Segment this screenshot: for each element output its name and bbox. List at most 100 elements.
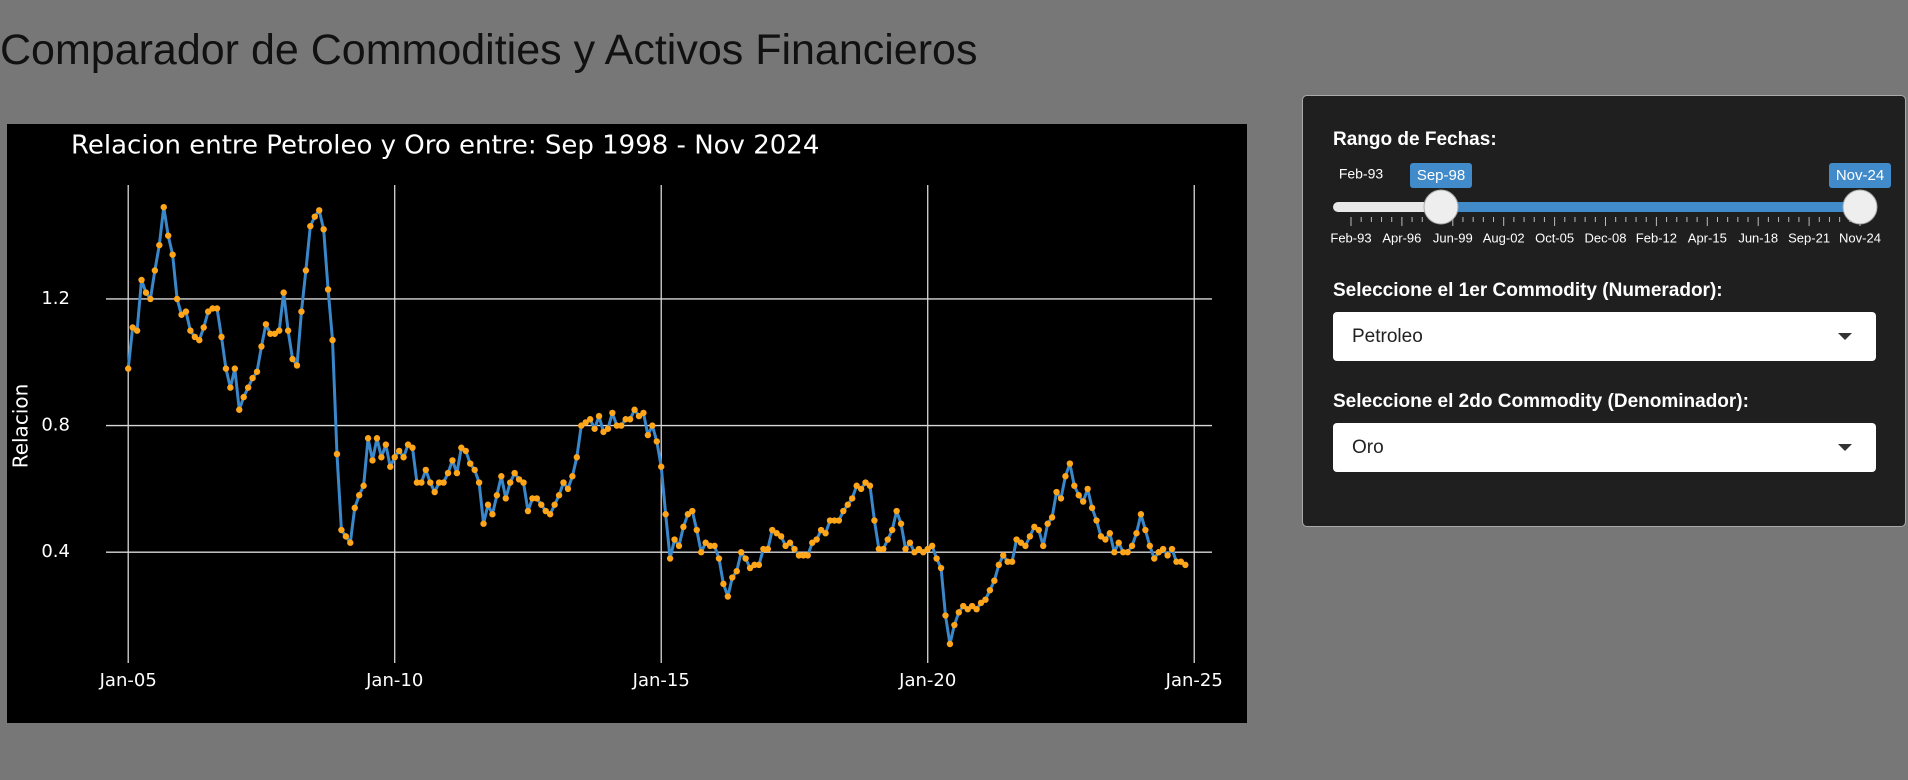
marker bbox=[729, 574, 736, 581]
marker bbox=[449, 457, 456, 464]
marker bbox=[373, 435, 381, 442]
numerator-label: Seleccione el 1er Commodity (Numerador): bbox=[1333, 280, 1723, 301]
marker bbox=[1026, 533, 1034, 540]
marker bbox=[1119, 549, 1127, 556]
marker bbox=[355, 492, 363, 499]
marker bbox=[635, 412, 643, 420]
marker bbox=[1017, 539, 1025, 546]
slider-tick-label: Jun-99 bbox=[1433, 230, 1473, 245]
marker bbox=[324, 286, 332, 293]
marker bbox=[773, 530, 780, 537]
marker bbox=[693, 526, 700, 534]
marker bbox=[822, 530, 829, 537]
marker bbox=[1168, 545, 1176, 553]
marker bbox=[578, 422, 585, 429]
denominator-select[interactable]: Oro bbox=[1333, 423, 1876, 472]
marker bbox=[618, 422, 625, 429]
marker bbox=[1062, 473, 1069, 480]
marker bbox=[582, 419, 589, 426]
slider-tick-label: Apr-15 bbox=[1688, 230, 1727, 245]
date-range-slider: Feb-93 Apr-96 Jun-99 Aug-02 Oct-05 Dec-08 Feb-… bbox=[1330, 163, 1891, 245]
marker bbox=[520, 479, 527, 486]
marker bbox=[911, 549, 918, 556]
marker bbox=[160, 203, 167, 211]
marker bbox=[777, 533, 785, 540]
marker bbox=[351, 504, 358, 512]
marker bbox=[689, 507, 696, 515]
marker bbox=[431, 488, 438, 496]
slider-from-handle[interactable] bbox=[1423, 189, 1459, 225]
denominator-label: Seleccione el 2do Commodity (Denominador… bbox=[1333, 391, 1749, 412]
marker bbox=[546, 511, 554, 518]
slider-to-badge bbox=[1829, 163, 1891, 188]
marker bbox=[1057, 495, 1065, 502]
dropdown-caret[interactable] bbox=[1838, 444, 1852, 451]
marker bbox=[586, 416, 594, 423]
marker bbox=[595, 412, 603, 420]
marker bbox=[311, 213, 318, 220]
marker bbox=[387, 463, 394, 470]
marker bbox=[755, 561, 763, 569]
marker bbox=[231, 365, 239, 372]
marker bbox=[293, 362, 301, 369]
marker bbox=[262, 321, 270, 328]
marker bbox=[711, 542, 718, 550]
marker bbox=[769, 526, 776, 534]
x-tick-label: Jan-15 bbox=[632, 670, 690, 691]
marker bbox=[1022, 542, 1029, 550]
marker bbox=[338, 526, 345, 534]
marker bbox=[675, 542, 683, 550]
marker bbox=[666, 555, 674, 562]
x-tick-label: Jan-10 bbox=[365, 670, 423, 691]
marker bbox=[156, 241, 163, 249]
chart-title: Relacion entre Petroleo y Oro entre: Sep… bbox=[71, 131, 819, 161]
marker bbox=[906, 539, 914, 546]
dropdown-caret[interactable] bbox=[1838, 333, 1852, 340]
marker bbox=[658, 463, 665, 470]
marker bbox=[493, 492, 501, 499]
marker bbox=[1111, 549, 1118, 556]
marker bbox=[800, 552, 807, 559]
marker bbox=[404, 441, 412, 448]
marker bbox=[142, 289, 150, 296]
marker bbox=[253, 368, 261, 375]
marker bbox=[631, 406, 638, 413]
marker bbox=[591, 425, 598, 432]
marker bbox=[1146, 542, 1154, 550]
marker bbox=[551, 501, 558, 508]
control-panel: Feb-93 Apr-96 Jun-99 Aug-02 Oct-05 Dec-08 Feb-… bbox=[1302, 95, 1906, 527]
marker bbox=[320, 226, 327, 233]
marker bbox=[764, 545, 772, 553]
marker bbox=[1053, 488, 1060, 496]
marker bbox=[276, 327, 283, 334]
marker bbox=[173, 295, 181, 303]
marker bbox=[609, 409, 616, 417]
marker bbox=[1040, 542, 1047, 550]
marker bbox=[413, 479, 421, 486]
marker bbox=[209, 305, 216, 312]
marker bbox=[786, 539, 794, 546]
marker bbox=[702, 539, 709, 546]
denominator-value[interactable]: Oro bbox=[1352, 437, 1384, 458]
marker bbox=[569, 473, 576, 480]
slider-selection bbox=[1441, 202, 1860, 212]
marker bbox=[147, 295, 154, 303]
numerator-select[interactable]: Petroleo bbox=[1333, 312, 1876, 361]
marker bbox=[964, 605, 971, 613]
marker bbox=[862, 479, 869, 486]
numerator-value[interactable]: Petroleo bbox=[1352, 326, 1423, 347]
marker bbox=[924, 545, 931, 553]
marker bbox=[1071, 482, 1078, 489]
marker bbox=[524, 507, 532, 515]
marker bbox=[644, 431, 652, 439]
marker bbox=[1075, 492, 1082, 499]
marker bbox=[240, 393, 247, 401]
slider-to-handle[interactable] bbox=[1842, 189, 1878, 225]
marker bbox=[369, 457, 376, 464]
marker bbox=[529, 495, 536, 502]
marker bbox=[640, 409, 647, 417]
y-tick-label: 0.4 bbox=[41, 541, 70, 562]
marker bbox=[1093, 517, 1100, 524]
marker bbox=[902, 545, 909, 553]
